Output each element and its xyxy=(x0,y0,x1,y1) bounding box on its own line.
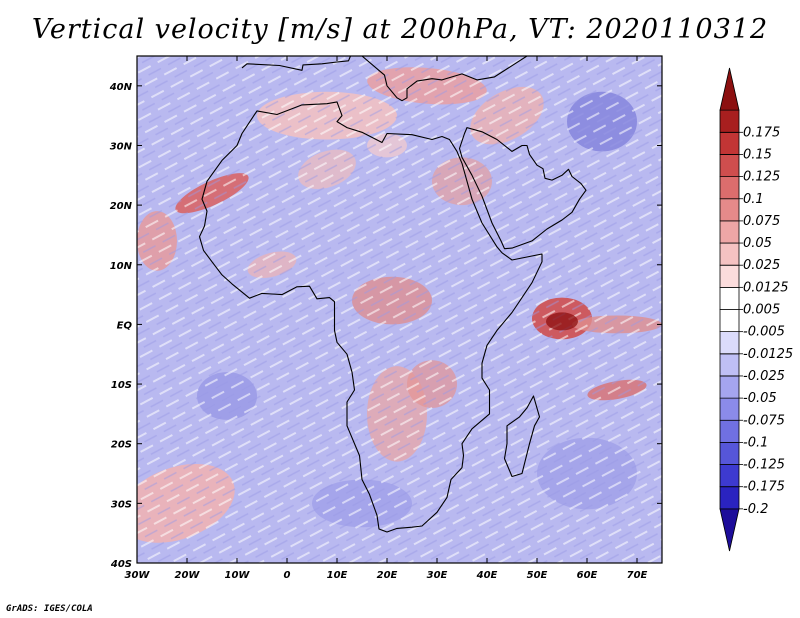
vertical-velocity-field xyxy=(137,56,662,563)
lat-tick-label: 30N xyxy=(110,141,133,152)
lon-tick-label: 20W xyxy=(175,570,201,581)
lon-tick-label: 60E xyxy=(577,570,598,581)
arabia-coastline xyxy=(458,127,587,250)
colorbar-swatch xyxy=(719,242,740,266)
map-axes: 30W 20W 10W 0 10E 20E 30E 40E 50E 60E 70E 40N 30N 20N… xyxy=(109,56,662,581)
field-streaks xyxy=(137,56,662,563)
lon-tick-label: 20E xyxy=(377,570,398,581)
colorbar-swatch xyxy=(719,419,740,443)
colorbar-swatch xyxy=(719,131,740,155)
colorbar-label: -0.0125 xyxy=(743,347,793,362)
colorbar-swatch xyxy=(719,198,740,222)
lat-tick-label: 10S xyxy=(111,380,132,391)
colorbar-swatch xyxy=(719,109,740,133)
lat-tick-label: 40S xyxy=(110,559,132,570)
lon-tick-label: 10W xyxy=(225,570,251,581)
colorbar-swatch xyxy=(719,220,740,244)
lat-tick-label: EQ xyxy=(117,320,133,331)
colorbar-label: -0.125 xyxy=(743,458,785,473)
colorbar-swatch xyxy=(719,397,740,421)
colorbar-swatch xyxy=(719,154,740,177)
lat-tick-label: 20N xyxy=(110,201,133,212)
colorbar-swatch xyxy=(719,286,740,310)
lon-tick-label: 10E xyxy=(327,570,348,581)
coastlines xyxy=(198,56,587,533)
colorbar-swatch xyxy=(719,508,740,552)
lat-tick-label: 40N xyxy=(109,82,133,93)
map-title: Vertical velocity [m/s] at 200hPa, VT: 2… xyxy=(31,14,769,45)
lat-tick-label: 10N xyxy=(110,261,133,272)
lat-tick-label: 30S xyxy=(111,499,132,510)
colorbar-swatch xyxy=(719,464,740,488)
colorbar-label: -0.175 xyxy=(743,480,785,495)
colorbar-label: 0.15 xyxy=(743,147,772,162)
lon-tick-label: 40E xyxy=(476,570,498,581)
lon-tick-label: 0 xyxy=(284,570,291,581)
colorbar-label: -0.075 xyxy=(743,413,785,428)
colorbar-swatch xyxy=(719,353,740,377)
lon-tick-label: 70E xyxy=(627,570,648,581)
colorbar-swatch xyxy=(719,309,740,333)
colorbar-label: -0.025 xyxy=(743,369,785,384)
europe-coastline xyxy=(241,56,528,102)
colorbar-swatch xyxy=(719,375,740,399)
lon-tick-label: 50E xyxy=(527,570,548,581)
lat-tick-label: 20S xyxy=(111,440,132,451)
colorbar-label: 0.05 xyxy=(743,236,772,251)
colorbar-swatch xyxy=(719,264,740,288)
colorbar-label: -0.1 xyxy=(743,435,768,450)
colorbar-label: 0.0125 xyxy=(743,280,789,295)
africa-coastline xyxy=(198,101,543,533)
colorbar-swatch xyxy=(719,67,740,111)
colorbar-swatch xyxy=(719,486,740,510)
field-core xyxy=(546,312,578,331)
colorbar-label: 0.025 xyxy=(743,258,780,273)
grads-credit: GrADS: IGES/COLA xyxy=(6,604,93,614)
colorbar-swatch xyxy=(719,331,740,355)
colorbar-label: -0.05 xyxy=(743,391,777,406)
colorbar-label: 0.125 xyxy=(743,170,780,185)
colorbar-label: -0.2 xyxy=(743,502,768,517)
colorbar: -0.2 -0.175 -0.125 -0.1 -0.075 -0.05 -0.025 -0.… xyxy=(719,67,793,552)
colorbar-label: -0.005 xyxy=(743,325,785,340)
lon-tick-label: 30W xyxy=(125,570,151,581)
madagascar-coastline xyxy=(503,395,541,478)
colorbar-label: 0.005 xyxy=(743,303,780,318)
colorbar-swatch xyxy=(719,176,740,200)
colorbar-label: 0.175 xyxy=(743,125,780,140)
colorbar-swatch xyxy=(719,442,740,465)
plot-frame xyxy=(136,55,663,564)
lon-tick-label: 30E xyxy=(427,570,448,581)
colorbar-label: 0.075 xyxy=(743,214,780,229)
colorbar-label: 0.1 xyxy=(743,192,764,207)
